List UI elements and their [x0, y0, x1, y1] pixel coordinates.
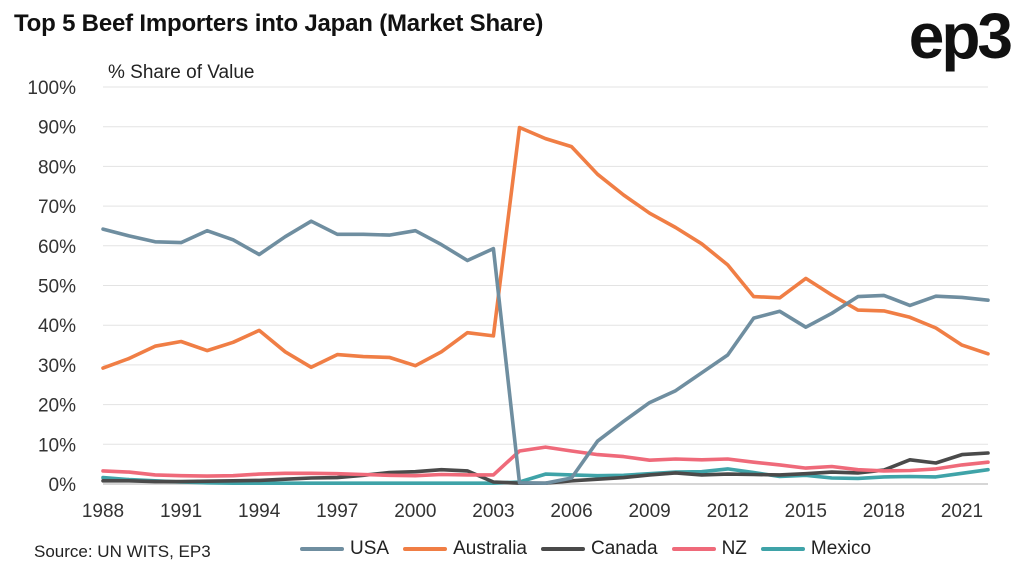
y-tick-label: 0%: [49, 475, 77, 496]
x-tick-label: 2021: [941, 501, 983, 522]
series-line-mexico: [101, 467, 990, 486]
x-tick-label: 2009: [628, 501, 670, 522]
legend-item-nz: NZ: [671, 538, 747, 560]
x-tick-label: 2003: [472, 501, 514, 522]
y-tick-label: 10%: [38, 435, 76, 456]
chart-title: Top 5 Beef Importers into Japan (Market …: [14, 10, 544, 37]
legend-label-canada: Canada: [591, 538, 658, 559]
x-tick-label: 1991: [160, 501, 202, 522]
y-axis-label: % Share of Value: [108, 62, 255, 83]
x-tick-label: 1994: [238, 501, 281, 522]
legend: USA Australia Canada NZ Mexico: [300, 538, 871, 560]
legend-label-usa: USA: [350, 538, 390, 559]
series-line-australia: [101, 125, 990, 370]
x-tick-label: 2012: [707, 501, 749, 522]
legend-item-mexico: Mexico: [760, 538, 872, 560]
y-tick-label: 20%: [38, 396, 76, 417]
x-tick-label: 2006: [550, 501, 592, 522]
y-tick-label: 40%: [38, 316, 76, 337]
y-tick-label: 50%: [38, 277, 76, 298]
legend-item-australia: Australia: [403, 538, 527, 560]
brand-logo: ep3: [908, 0, 1013, 72]
x-tick-label: 1988: [82, 501, 124, 522]
y-tick-label: 80%: [38, 157, 76, 178]
legend-swatch-mexico: [760, 547, 805, 551]
legend-swatch-canada: [541, 547, 585, 551]
y-tick-label: 100%: [27, 78, 76, 99]
legend-label-nz: NZ: [721, 538, 747, 559]
series-line-nz: [101, 445, 990, 478]
source-note: Source: UN WITS, EP3: [34, 542, 211, 561]
legend-swatch-australia: [403, 547, 448, 551]
legend-swatch-nz: [671, 547, 716, 551]
x-tick-label: 1997: [316, 501, 358, 522]
legend-label-australia: Australia: [453, 538, 527, 559]
series-line-usa: [101, 219, 990, 486]
y-tick-label: 90%: [38, 118, 76, 139]
legend-item-canada: Canada: [541, 538, 658, 560]
x-tick-label: 2018: [863, 501, 905, 522]
legend-swatch-usa: [300, 547, 344, 551]
x-tick-label: 2000: [394, 501, 436, 522]
legend-label-mexico: Mexico: [810, 538, 872, 559]
x-tick-label: 2015: [785, 501, 827, 522]
y-tick-label: 60%: [38, 237, 76, 258]
y-tick-label: 70%: [38, 197, 76, 218]
y-tick-label: 30%: [38, 356, 76, 377]
legend-item-usa: USA: [300, 538, 389, 560]
